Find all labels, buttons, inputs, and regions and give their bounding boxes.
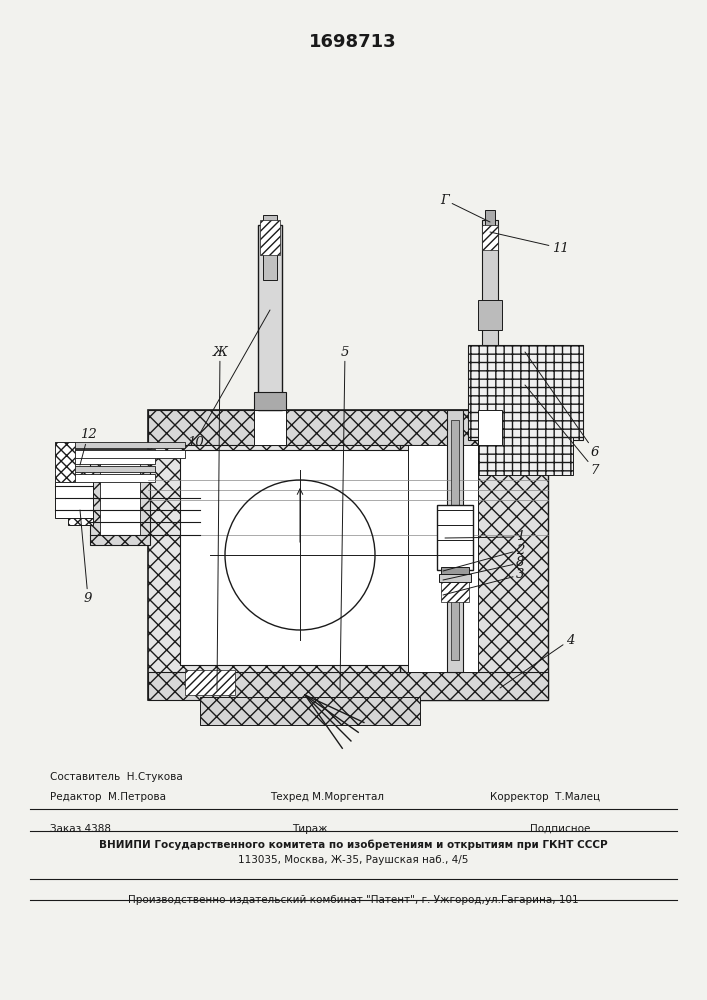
- Text: Техред М.Моргентал: Техред М.Моргентал: [270, 792, 384, 802]
- Text: 1698713: 1698713: [309, 33, 397, 51]
- Bar: [148, 410, 548, 445]
- Text: Г: Г: [440, 194, 490, 222]
- Text: 12: 12: [80, 428, 96, 465]
- Text: Составитель  Н.Стукова: Составитель Н.Стукова: [50, 772, 182, 782]
- Text: 113035, Москва, Ж-35, Раушская наб., 4/5: 113035, Москва, Ж-35, Раушская наб., 4/5: [238, 855, 468, 865]
- Bar: [447, 410, 463, 672]
- Text: 2: 2: [443, 544, 524, 571]
- Bar: [100, 460, 140, 535]
- Text: 7: 7: [525, 385, 600, 477]
- Bar: [180, 450, 435, 665]
- Bar: [200, 697, 420, 725]
- Bar: [148, 672, 548, 700]
- Text: 1: 1: [445, 530, 524, 544]
- Text: Ж: Ж: [213, 346, 228, 690]
- Text: Подписное: Подписное: [530, 824, 590, 834]
- Bar: [441, 574, 469, 602]
- Bar: [468, 345, 583, 440]
- Text: 5: 5: [340, 346, 349, 690]
- Bar: [482, 225, 498, 250]
- Text: 8: 8: [443, 556, 524, 580]
- Bar: [55, 449, 155, 454]
- Bar: [68, 470, 93, 525]
- Text: Производственно-издательский комбинат "Патент", г. Ужгород,ул.Гагарина, 101: Производственно-издательский комбинат "П…: [128, 895, 578, 905]
- Bar: [451, 420, 459, 660]
- Text: Корректор  Т.Малец: Корректор Т.Малец: [490, 792, 600, 802]
- Bar: [485, 210, 495, 230]
- Bar: [400, 410, 548, 700]
- Bar: [254, 410, 286, 445]
- Text: 3: 3: [443, 568, 524, 595]
- Text: 10: 10: [187, 310, 270, 448]
- Bar: [148, 410, 548, 700]
- Text: Тираж: Тираж: [292, 824, 328, 834]
- Bar: [482, 220, 498, 345]
- Bar: [55, 442, 185, 448]
- Bar: [90, 450, 150, 545]
- Bar: [55, 474, 155, 482]
- Bar: [478, 300, 502, 330]
- Bar: [441, 567, 469, 575]
- Text: Редактор  М.Петрова: Редактор М.Петрова: [50, 792, 166, 802]
- Text: 4: 4: [500, 634, 574, 688]
- Bar: [55, 466, 155, 472]
- Text: 6: 6: [525, 352, 600, 458]
- Text: ВНИИПИ Государственного комитета по изобретениям и открытиям при ГКНТ СССР: ВНИИПИ Государственного комитета по изоб…: [99, 840, 607, 850]
- Bar: [55, 456, 155, 464]
- Bar: [408, 445, 478, 672]
- Bar: [185, 670, 235, 695]
- Text: 9: 9: [80, 510, 92, 604]
- Text: 11: 11: [490, 232, 568, 254]
- Bar: [55, 442, 75, 482]
- Bar: [478, 437, 573, 475]
- Bar: [55, 478, 93, 518]
- Bar: [254, 392, 286, 410]
- Bar: [437, 505, 473, 570]
- Text: Заказ 4388: Заказ 4388: [50, 824, 111, 834]
- Bar: [439, 574, 471, 582]
- Bar: [258, 225, 282, 410]
- Bar: [260, 220, 280, 255]
- Bar: [263, 215, 277, 280]
- Bar: [478, 410, 502, 445]
- Bar: [55, 450, 185, 458]
